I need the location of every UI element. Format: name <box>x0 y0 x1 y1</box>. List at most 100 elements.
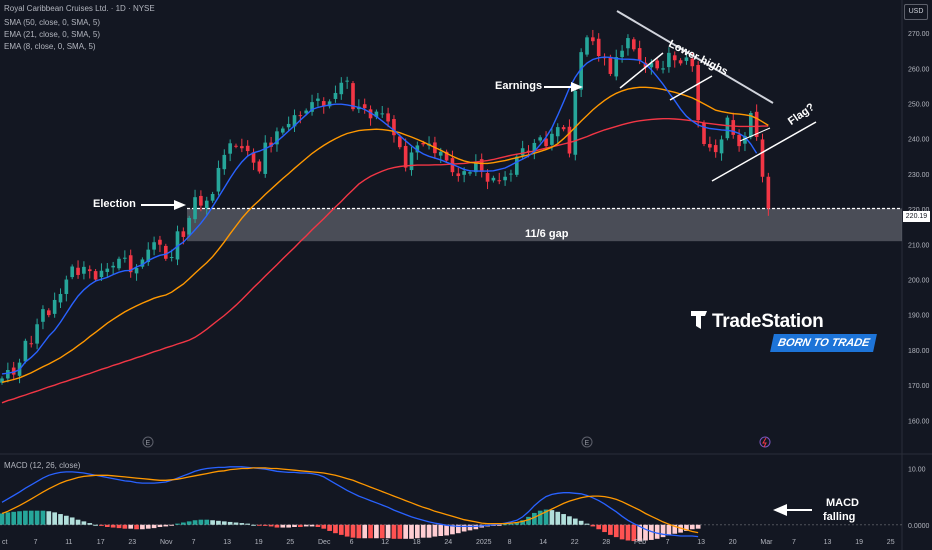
x-tick-label: Feb <box>634 539 646 546</box>
flag-top-line <box>739 127 771 142</box>
candle-body <box>298 115 303 117</box>
macd-label[interactable]: MACD (12, 26, close) <box>4 461 81 470</box>
candle-body <box>754 111 759 137</box>
symbol-title: Royal Caribbean Cruises Ltd. · 1D · NYSE <box>4 4 155 13</box>
x-tick-label: Dec <box>318 539 331 546</box>
macd-histogram-bar <box>567 516 572 525</box>
indicator-ema21-label[interactable]: EMA (21, close, 0, SMA, 5) <box>4 30 101 39</box>
price-tick-label: 240.00 <box>908 137 930 144</box>
x-tick-label: 7 <box>192 539 196 546</box>
macd-histogram-bar <box>543 509 549 525</box>
macd-histogram-bar <box>17 511 22 525</box>
candle-body <box>503 176 507 181</box>
macd-falling-annotation-line1: MACD <box>826 497 859 509</box>
macd-histogram-bar <box>134 524 139 530</box>
macd-histogram-bar <box>338 524 344 535</box>
candle-body <box>614 57 619 77</box>
x-tick-label: ct <box>2 539 8 546</box>
macd-histogram-bar <box>643 524 648 541</box>
price-tick-label: 180.00 <box>908 348 930 355</box>
macd-histogram-bar <box>34 510 40 525</box>
earnings-marker-icon <box>142 436 154 448</box>
macd-histogram-bar <box>327 524 332 531</box>
candle-body <box>269 142 273 147</box>
macd-falling-annotation-line2: falling <box>823 511 856 523</box>
swing-line-2 <box>669 75 713 101</box>
tradestation-logo: TradeStation BORN TO TRADE <box>690 310 878 352</box>
macd-histogram-bar <box>315 524 321 527</box>
candle-body <box>748 113 753 138</box>
x-tick-label: 24 <box>444 539 452 546</box>
indicator-ema8-label[interactable]: EMA (8, close, 0, SMA, 5) <box>4 42 96 51</box>
macd-line <box>1 466 699 538</box>
candle-body <box>649 63 654 68</box>
candle-body <box>509 173 513 175</box>
macd-histogram-bar <box>69 517 75 525</box>
tradestation-icon <box>691 311 707 329</box>
indicator-sma50-label[interactable]: SMA (50, close, 0, SMA, 5) <box>4 18 101 27</box>
candle-body <box>228 143 232 154</box>
macd-histogram-bar <box>549 510 555 525</box>
macd-histogram-bar <box>461 524 467 532</box>
annotation-layer <box>141 10 817 516</box>
macd-histogram-bar <box>619 524 625 540</box>
macd-histogram-bar <box>403 524 408 539</box>
x-tick-label: 25 <box>887 539 895 546</box>
candle-body <box>766 176 771 209</box>
macd-histogram-bar <box>350 524 356 538</box>
macd-histogram-bar <box>637 524 642 542</box>
price-tick-label: 260.00 <box>908 66 930 73</box>
candle-body <box>82 266 86 274</box>
candle-body <box>6 370 10 379</box>
candle-body <box>678 60 683 64</box>
earnings-annotation: Earnings <box>495 80 543 92</box>
macd-histogram-bar <box>537 510 543 525</box>
candle-body <box>46 310 51 316</box>
macd-histogram-bar <box>590 524 596 527</box>
price-tick-label: 160.00 <box>908 418 930 425</box>
candle-body <box>52 299 57 314</box>
macd-histogram-bar <box>75 519 81 525</box>
macd-histogram-bar <box>93 524 98 526</box>
macd-histogram-bar <box>175 523 180 525</box>
currency-button[interactable]: USD <box>904 4 928 20</box>
macd-histogram-bar <box>526 516 531 525</box>
brand-tagline: BORN TO TRADE <box>770 334 878 352</box>
candle-body <box>362 104 367 109</box>
candle-body <box>386 113 390 122</box>
candle-body <box>374 111 379 118</box>
candle-body <box>538 137 543 141</box>
gap-label: 11/6 gap <box>525 228 569 240</box>
macd-histogram-bar <box>0 513 5 525</box>
macd-histogram-bar <box>169 524 174 526</box>
x-tick-label: 7 <box>792 539 796 546</box>
macd-histogram-bar <box>245 523 251 525</box>
candle-body <box>29 343 34 345</box>
candle-body <box>345 80 349 82</box>
macd-histogram-bar <box>140 524 145 530</box>
macd-histogram-bar <box>689 524 695 530</box>
candle-body <box>743 135 747 144</box>
macd-histogram-bar <box>409 524 414 539</box>
macd-histogram-bar <box>438 524 444 536</box>
candle-body <box>146 249 151 262</box>
candle-body <box>310 102 314 112</box>
candle-body <box>637 48 642 61</box>
candle-body <box>561 127 566 130</box>
macd-histogram-bar <box>110 524 116 528</box>
candle-body <box>474 161 478 173</box>
candle-body <box>123 257 127 259</box>
candle-body <box>421 142 426 145</box>
candle-body <box>655 60 660 69</box>
x-tick-label: 22 <box>571 539 579 546</box>
candle-body <box>555 127 560 137</box>
x-tick-label: Nov <box>160 539 173 546</box>
macd-histogram-bar <box>210 520 215 525</box>
candle-body <box>210 194 215 201</box>
candle-body <box>257 161 262 172</box>
candle-body <box>321 101 326 107</box>
flag-trendline <box>711 121 817 182</box>
x-tick-label: 19 <box>255 539 263 546</box>
candle-body <box>573 90 578 155</box>
